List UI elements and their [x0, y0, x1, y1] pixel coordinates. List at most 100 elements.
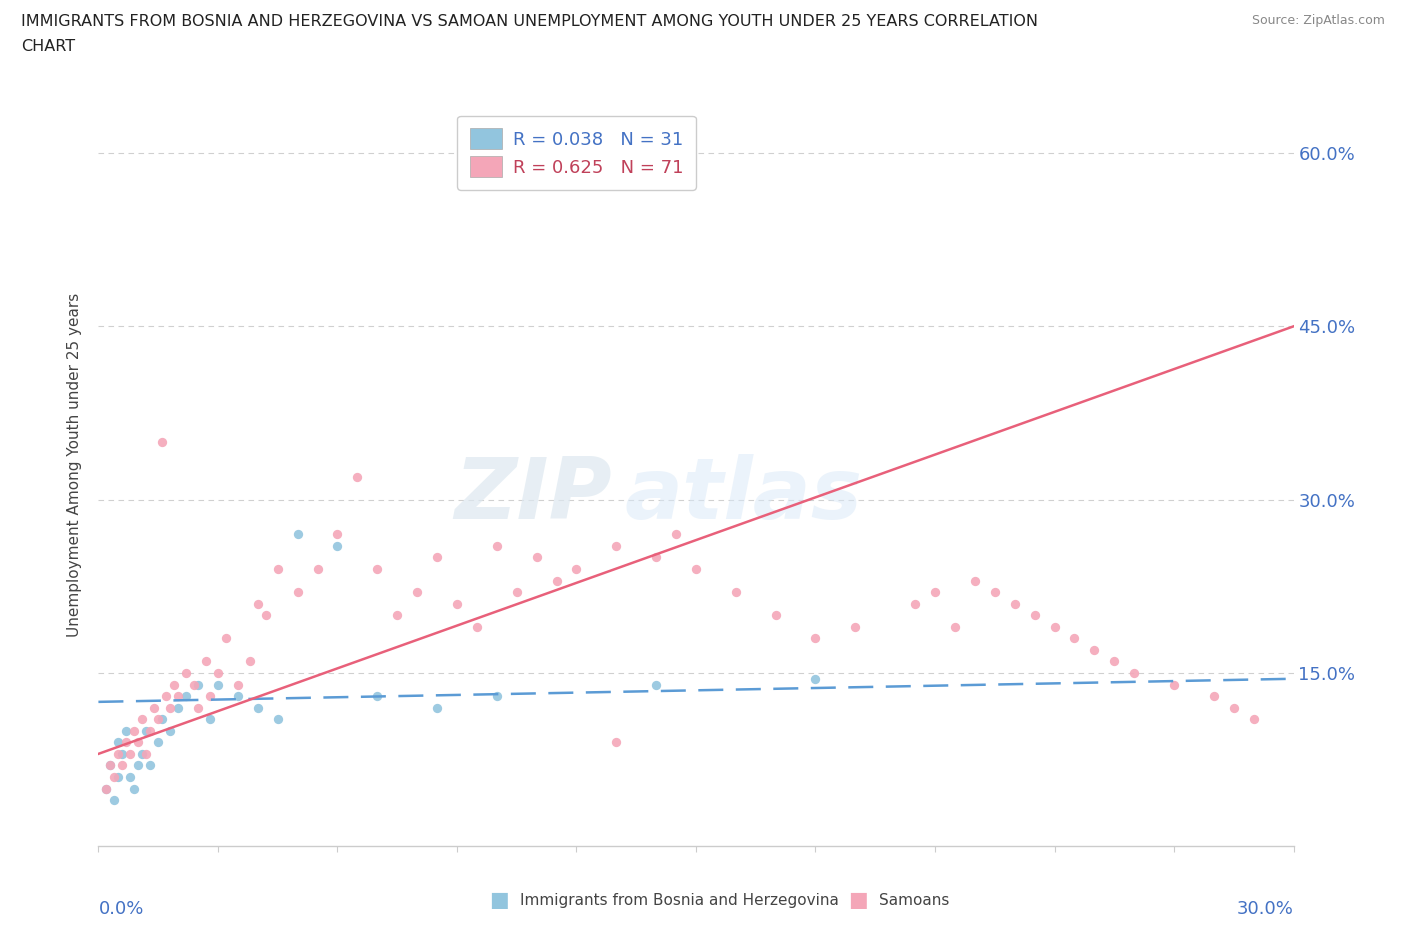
Point [665, 527, 688, 542]
Point [167, 700, 190, 715]
Point [98, 758, 122, 773]
Point [139, 724, 162, 738]
Point [963, 573, 986, 588]
Point [904, 596, 927, 611]
Point [1104, 654, 1126, 669]
Point [287, 585, 309, 600]
Point [645, 677, 668, 692]
Point [131, 711, 153, 726]
Point [96, 781, 118, 796]
Point [135, 724, 157, 738]
Point [226, 677, 249, 692]
Point [98, 758, 122, 773]
Point [103, 769, 125, 784]
Point [326, 538, 349, 553]
Point [307, 562, 329, 577]
Point [1123, 666, 1146, 681]
Point [485, 688, 508, 703]
Point [143, 700, 166, 715]
Point [195, 654, 218, 669]
Point [198, 711, 221, 726]
Point [565, 562, 588, 577]
Point [267, 711, 290, 726]
Text: ZIP: ZIP [454, 454, 613, 537]
Point [139, 758, 162, 773]
Point [239, 654, 262, 669]
Point [804, 631, 827, 645]
Text: Source: ZipAtlas.com: Source: ZipAtlas.com [1251, 14, 1385, 27]
Point [187, 700, 209, 715]
Point [506, 585, 529, 600]
Point [96, 781, 118, 796]
Point [984, 585, 1007, 600]
Point [174, 666, 197, 681]
Point [159, 700, 181, 715]
Point [924, 585, 946, 600]
Point [605, 735, 627, 750]
Point [120, 747, 142, 762]
Point [183, 677, 205, 692]
Point [124, 724, 146, 738]
Point [1024, 608, 1046, 623]
Point [148, 711, 170, 726]
Point [120, 769, 142, 784]
Point [526, 550, 548, 565]
Text: ■: ■ [489, 890, 509, 910]
Point [426, 550, 449, 565]
Text: IMMIGRANTS FROM BOSNIA AND HERZEGOVINA VS SAMOAN UNEMPLOYMENT AMONG YOUTH UNDER : IMMIGRANTS FROM BOSNIA AND HERZEGOVINA V… [21, 14, 1038, 29]
Point [1163, 677, 1185, 692]
Text: Samoans: Samoans [879, 893, 949, 908]
Point [446, 596, 468, 611]
Text: ■: ■ [848, 890, 868, 910]
Point [115, 735, 138, 750]
Legend: R = 0.038   N = 31, R = 0.625   N = 71: R = 0.038 N = 31, R = 0.625 N = 71 [457, 115, 696, 190]
Point [207, 666, 229, 681]
Point [804, 671, 827, 686]
Point [115, 724, 138, 738]
Point [385, 608, 409, 623]
Point [426, 700, 449, 715]
Point [150, 434, 173, 449]
Point [124, 781, 146, 796]
Point [287, 527, 309, 542]
Point [163, 677, 186, 692]
Point [127, 758, 149, 773]
Point [246, 596, 269, 611]
Point [246, 700, 269, 715]
Point [174, 688, 197, 703]
Point [207, 677, 229, 692]
Point [326, 527, 349, 542]
Point [267, 562, 290, 577]
Point [135, 747, 157, 762]
Point [167, 688, 190, 703]
Point [187, 677, 209, 692]
Point [127, 735, 149, 750]
Point [155, 688, 177, 703]
Text: 0.0%: 0.0% [98, 899, 143, 918]
Point [1243, 711, 1265, 726]
Point [131, 747, 153, 762]
Point [465, 619, 488, 634]
Point [215, 631, 238, 645]
Point [107, 747, 129, 762]
Point [159, 724, 181, 738]
Point [1063, 631, 1085, 645]
Point [765, 608, 787, 623]
Point [1004, 596, 1026, 611]
Point [107, 769, 129, 784]
Point [150, 711, 173, 726]
Point [844, 619, 866, 634]
Point [198, 688, 221, 703]
Point [111, 747, 134, 762]
Point [485, 538, 508, 553]
Text: Immigrants from Bosnia and Herzegovina: Immigrants from Bosnia and Herzegovina [520, 893, 839, 908]
Point [346, 469, 368, 484]
Point [148, 735, 170, 750]
Point [107, 735, 129, 750]
Text: 30.0%: 30.0% [1237, 899, 1294, 918]
Point [226, 688, 249, 703]
Point [406, 585, 429, 600]
Point [366, 562, 388, 577]
Point [546, 573, 568, 588]
Point [943, 619, 966, 634]
